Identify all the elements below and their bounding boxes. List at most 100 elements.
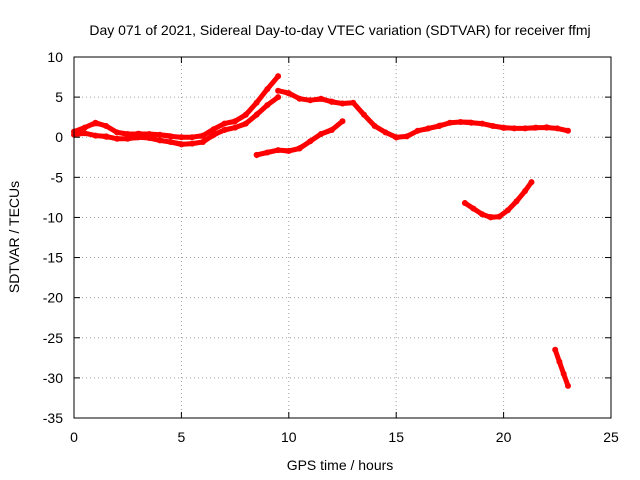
data-point xyxy=(221,120,228,127)
data-point xyxy=(221,127,228,133)
data-point xyxy=(92,119,99,126)
data-point xyxy=(296,145,303,152)
data-point xyxy=(253,99,260,106)
y-tick-label: 10 xyxy=(47,49,63,65)
data-point xyxy=(532,124,539,131)
data-point xyxy=(285,90,292,97)
data-point xyxy=(496,213,503,220)
series-trace xyxy=(552,346,571,389)
series-trace xyxy=(71,73,282,141)
data-point xyxy=(522,188,529,194)
data-point xyxy=(371,123,378,129)
data-point xyxy=(264,149,271,156)
series-trace xyxy=(253,118,346,159)
data-point xyxy=(124,135,131,142)
data-point xyxy=(470,205,477,212)
x-tick-label: 10 xyxy=(281,429,297,445)
x-tick-label: 20 xyxy=(496,429,512,445)
series-trace xyxy=(461,179,535,221)
data-point xyxy=(253,111,260,118)
y-tick-label: -25 xyxy=(43,330,63,346)
data-point xyxy=(436,123,443,129)
data-point xyxy=(156,131,163,138)
data-point xyxy=(425,125,432,132)
data-point xyxy=(189,140,196,147)
plot-frame xyxy=(73,56,612,419)
series-line-jitter xyxy=(553,348,570,388)
chart-title: Day 071 of 2021, Sidereal Day-to-day VTE… xyxy=(89,22,590,38)
x-tick-label: 0 xyxy=(70,429,78,445)
x-axis-tick-labels: 0 5 10 15 20 25 xyxy=(70,429,619,445)
series-line-jitter xyxy=(276,88,570,141)
x-tick-label: 25 xyxy=(603,429,619,445)
data-point xyxy=(81,124,88,131)
series-line xyxy=(462,179,534,220)
grid xyxy=(74,57,611,418)
data-point xyxy=(199,139,206,145)
data-point xyxy=(189,134,196,141)
data-point xyxy=(414,127,421,134)
data-point xyxy=(500,124,507,131)
data-point xyxy=(264,86,271,93)
data-point xyxy=(513,198,520,205)
data-point xyxy=(457,119,464,125)
y-tick-label: -15 xyxy=(43,250,63,266)
data-point xyxy=(210,131,217,138)
data-series xyxy=(71,73,571,389)
data-point xyxy=(275,87,282,94)
data-point xyxy=(382,129,389,136)
x-tick-label: 15 xyxy=(388,429,404,445)
data-point xyxy=(489,123,496,129)
data-point xyxy=(81,130,88,137)
data-point xyxy=(307,138,314,145)
data-point xyxy=(210,126,217,133)
data-point xyxy=(167,139,174,145)
series-trace xyxy=(71,94,282,148)
data-point xyxy=(114,129,120,136)
data-point xyxy=(487,214,494,221)
data-point xyxy=(264,102,271,109)
y-tick-label: 5 xyxy=(55,89,63,105)
data-point xyxy=(522,125,529,132)
y-tick-label: -20 xyxy=(43,290,63,306)
data-point xyxy=(511,125,518,132)
data-point xyxy=(328,127,335,133)
data-point xyxy=(178,141,185,148)
data-point xyxy=(275,73,282,80)
data-point xyxy=(199,132,206,139)
y-tick-label: -5 xyxy=(51,169,64,185)
data-point xyxy=(275,147,282,154)
data-point xyxy=(479,120,486,127)
data-point xyxy=(103,133,110,140)
data-point xyxy=(232,124,239,131)
x-axis-label: GPS time / hours xyxy=(287,457,394,473)
data-point xyxy=(307,97,314,104)
data-point xyxy=(275,94,282,101)
data-point xyxy=(554,125,561,132)
data-point xyxy=(560,370,567,377)
data-point xyxy=(328,98,335,105)
data-point xyxy=(146,131,153,137)
data-point xyxy=(504,207,511,214)
y-tick-label: -30 xyxy=(43,370,63,386)
y-axis-label: SDTVAR / TECUs xyxy=(6,181,22,293)
data-point xyxy=(479,211,486,218)
series-line-jitter xyxy=(463,180,533,219)
data-point xyxy=(565,382,571,389)
data-point xyxy=(167,133,174,140)
data-point xyxy=(565,127,571,134)
data-point xyxy=(92,132,99,139)
data-point xyxy=(124,131,131,137)
y-tick-label: -10 xyxy=(43,209,63,225)
data-point xyxy=(285,147,292,154)
data-point xyxy=(446,119,453,126)
x-tick-label: 5 xyxy=(178,429,186,445)
series-line-jitter xyxy=(72,73,280,140)
data-point xyxy=(403,133,410,140)
data-point xyxy=(339,118,346,125)
data-point xyxy=(361,111,367,118)
data-point xyxy=(528,179,535,186)
data-point xyxy=(350,99,357,106)
y-axis-tick-labels: 10 5 0 -5 -10 -15 -20 -25 -30 -35 xyxy=(43,49,63,426)
